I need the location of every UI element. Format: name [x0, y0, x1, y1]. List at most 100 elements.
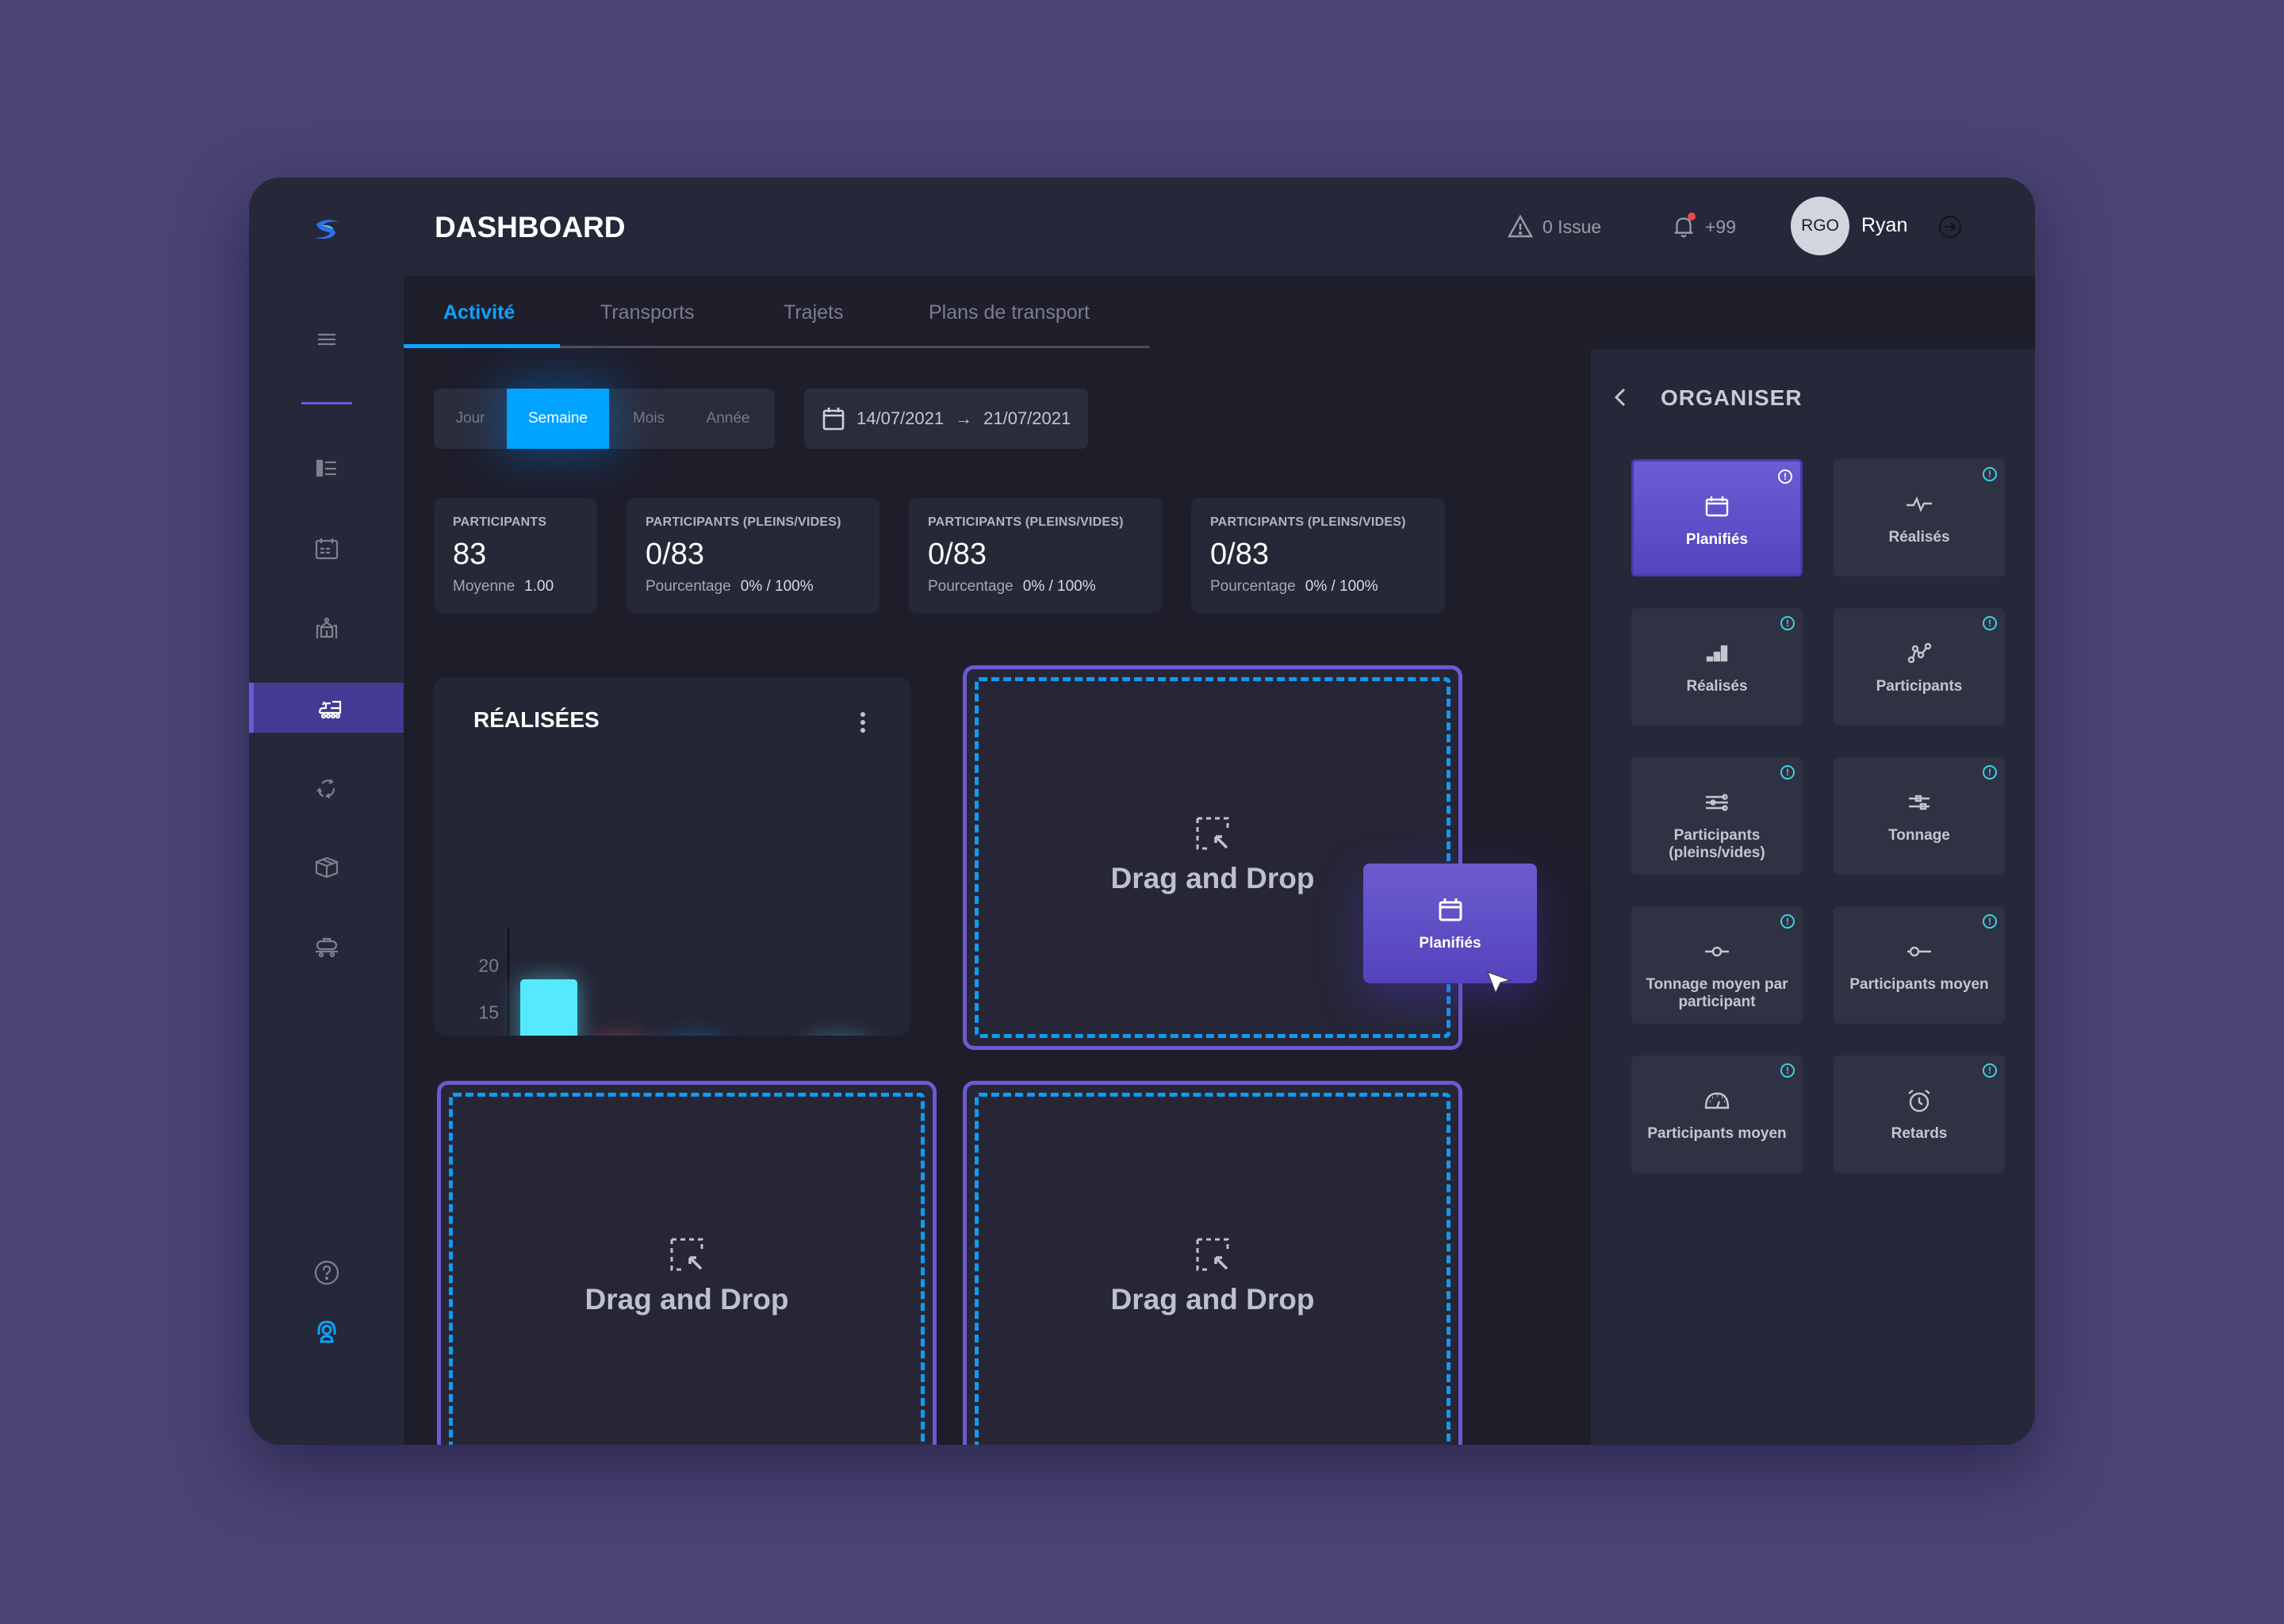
- stat-sub-label: Pourcentage: [928, 578, 1014, 595]
- sidebar-item-train[interactable]: [249, 683, 404, 733]
- stat-sub-label: Moyenne: [453, 578, 515, 595]
- logout-icon[interactable]: [1937, 214, 1963, 239]
- gauge-icon: [1631, 1086, 1803, 1116]
- support-icon[interactable]: [249, 1308, 404, 1355]
- stat-card-pleins-vides: PARTICIPANTS (PLEINS/VIDES) 0/83 Pourcen…: [1191, 498, 1445, 613]
- tile-participants-moyen[interactable]: ! Participants moyen: [1631, 1055, 1803, 1173]
- sidebar-item-box[interactable]: [249, 843, 404, 891]
- pulse-icon: [1834, 489, 2005, 519]
- tile-participants[interactable]: ! Participants: [1834, 608, 2005, 726]
- chart-title: RÉALISÉES: [473, 707, 600, 732]
- stat-label: PARTICIPANTS (PLEINS/VIDES): [928, 515, 1124, 529]
- stat-label: PARTICIPANTS (PLEINS/VIDES): [646, 515, 841, 529]
- info-icon[interactable]: !: [1780, 765, 1795, 779]
- sidebar-item-list[interactable]: [249, 445, 404, 492]
- sidebar-item-recycle[interactable]: [249, 764, 404, 812]
- tile-label: Planifiés: [1685, 531, 1749, 548]
- tile-retards[interactable]: ! Retards: [1834, 1055, 2005, 1173]
- bars-icon: [1631, 638, 1803, 668]
- tile-r-alis-s[interactable]: ! Réalisés: [1834, 459, 2005, 576]
- dragging-card-planifies[interactable]: Planifiés: [1363, 864, 1537, 983]
- info-icon[interactable]: !: [1983, 765, 1997, 779]
- tab-transports[interactable]: Transports: [600, 301, 695, 324]
- period-jour[interactable]: Jour: [455, 410, 485, 427]
- tile-r-alis-s[interactable]: ! Réalisés: [1631, 608, 1803, 726]
- sidebar-item-tank[interactable]: [249, 923, 404, 971]
- date-range-picker[interactable]: 14/07/2021 → 21/07/2021: [804, 389, 1088, 449]
- info-icon[interactable]: !: [1983, 616, 1997, 630]
- app-window: DASHBOARD 0 Issue +99 RGO Ryan Activité …: [249, 178, 2035, 1445]
- tab-trajets[interactable]: Trajets: [784, 301, 844, 324]
- tile-tonnage-moyen-par-participant[interactable]: ! Tonnage moyen par participant: [1631, 906, 1803, 1024]
- menu-icon[interactable]: [249, 316, 404, 363]
- help-icon[interactable]: [249, 1249, 404, 1297]
- notifications-count: +99: [1705, 216, 1737, 237]
- info-icon[interactable]: !: [1983, 914, 1997, 929]
- drop-zone-label: Drag and Drop: [1110, 1283, 1315, 1316]
- sidebar-item-building[interactable]: [249, 605, 404, 653]
- logo-icon: [249, 206, 404, 254]
- tile-label: Participants: [1876, 678, 1963, 695]
- info-icon[interactable]: !: [1780, 616, 1795, 630]
- stat-sub-label: Pourcentage: [646, 578, 731, 595]
- slider-one-icon: [1631, 936, 1803, 967]
- sidebar-item-calendar[interactable]: [249, 525, 404, 573]
- tile-label: Retards: [1891, 1125, 1948, 1142]
- drop-zone-label: Drag and Drop: [1110, 862, 1315, 894]
- calendar-icon: [1439, 898, 1462, 921]
- sidebar-divider: [301, 402, 352, 404]
- top-header: DASHBOARD 0 Issue +99 RGO Ryan: [404, 178, 2035, 276]
- stat-sub-label: Pourcentage: [1210, 578, 1296, 595]
- date-start: 14/07/2021: [856, 408, 945, 428]
- y-tick-label: 20: [478, 955, 499, 975]
- tile-label: Participants (pleins/vides): [1669, 827, 1765, 861]
- back-chevron-icon[interactable]: [1613, 387, 1627, 408]
- stat-label: PARTICIPANTS (PLEINS/VIDES): [1210, 515, 1406, 529]
- bell-icon: [1670, 213, 1697, 241]
- tab-activite[interactable]: Activité: [443, 301, 515, 324]
- tile-planifi-s[interactable]: ! Planifiés: [1631, 459, 1803, 576]
- stat-value: 83: [453, 538, 487, 571]
- drop-zone[interactable]: Drag and Drop: [963, 665, 1462, 1050]
- user-name[interactable]: Ryan: [1861, 214, 1908, 236]
- dragging-card-label: Planifiés: [1419, 935, 1481, 952]
- more-options-icon[interactable]: [858, 710, 868, 734]
- avatar[interactable]: RGO: [1791, 197, 1849, 255]
- drop-zone[interactable]: Drag and Drop: [963, 1081, 1462, 1445]
- sidebar: [249, 178, 404, 1445]
- period-mois[interactable]: Mois: [632, 410, 665, 427]
- info-icon[interactable]: !: [1983, 1063, 1997, 1078]
- tab-plans-de-transport[interactable]: Plans de transport: [929, 301, 1090, 324]
- info-icon[interactable]: !: [1778, 469, 1792, 484]
- stat-sub-value: 0% / 100%: [740, 578, 814, 595]
- stat-card-pleins-vides: PARTICIPANTS (PLEINS/VIDES) 0/83 Pourcen…: [909, 498, 1163, 613]
- period-semaine[interactable]: Semaine: [507, 389, 609, 449]
- tile-label: Participants moyen: [1849, 976, 1989, 993]
- stat-sub-value: 0% / 100%: [1305, 578, 1378, 595]
- bar-S24[interactable]: [520, 979, 577, 1036]
- slider-pair-icon: [1834, 787, 2005, 818]
- tile-label: Réalisés: [1888, 529, 1950, 546]
- drop-zone[interactable]: Drag and Drop: [437, 1081, 937, 1445]
- drop-zone-label: Drag and Drop: [584, 1283, 789, 1316]
- warning-icon: [1507, 214, 1534, 238]
- slider-left-icon: [1834, 936, 2005, 967]
- notifications-button[interactable]: +99: [1670, 211, 1736, 243]
- period-annee[interactable]: Année: [706, 410, 750, 427]
- tile-participants-moyen[interactable]: ! Participants moyen: [1834, 906, 2005, 1024]
- cursor-icon: [1487, 971, 1512, 994]
- tabs-bar: Activité Transports Trajets Plans de tra…: [404, 276, 2035, 349]
- tile-label: Participants moyen: [1647, 1125, 1787, 1142]
- info-icon[interactable]: !: [1780, 914, 1795, 929]
- calendar-icon: [822, 408, 845, 431]
- tile-label: Réalisés: [1686, 678, 1748, 695]
- chart-card-realisees: RÉALISÉES 5101520S24S25S26S27S28: [434, 677, 910, 1036]
- issues-indicator[interactable]: 0 Issue: [1506, 211, 1601, 243]
- info-icon[interactable]: !: [1983, 467, 1997, 481]
- stat-value: 0/83: [1210, 538, 1269, 571]
- tile-participants-pleins-vides-[interactable]: ! Participants (pleins/vides): [1631, 757, 1803, 875]
- tile-label: Tonnage moyen par participant: [1646, 976, 1788, 1010]
- info-icon[interactable]: !: [1780, 1063, 1795, 1078]
- date-arrow: →: [955, 408, 973, 428]
- tile-tonnage[interactable]: ! Tonnage: [1834, 757, 2005, 875]
